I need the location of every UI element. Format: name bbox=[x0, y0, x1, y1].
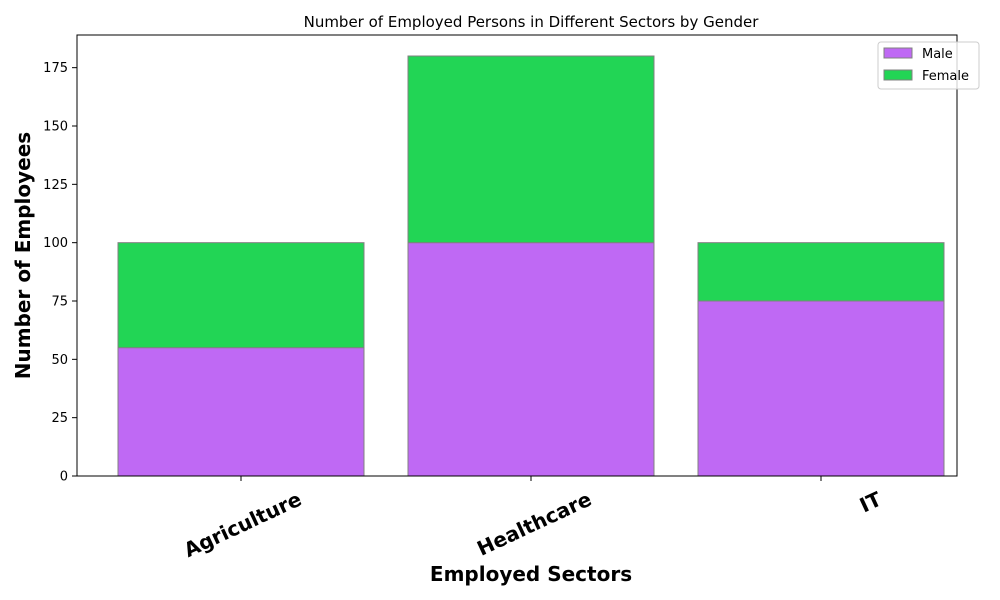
bar-male-agriculture bbox=[117, 347, 365, 477]
legend-label-male: Male bbox=[922, 47, 953, 62]
y-tick-label: 175 bbox=[43, 61, 68, 76]
bar-male-healthcare bbox=[407, 242, 655, 477]
bar-female-agriculture bbox=[117, 242, 365, 349]
y-tick-label: 0 bbox=[60, 470, 68, 485]
legend-label-female: Female bbox=[922, 69, 969, 84]
y-tick-label: 100 bbox=[43, 236, 68, 251]
bars-group bbox=[117, 55, 945, 477]
plot-frame bbox=[76, 34, 958, 477]
y-axis-ticks: 0 25 50 75 100 125 150 175 bbox=[43, 61, 77, 485]
bar-female-healthcare bbox=[407, 55, 655, 244]
bar-female-it bbox=[697, 242, 945, 302]
y-tick-label: 75 bbox=[51, 295, 68, 310]
y-tick-label: 125 bbox=[43, 178, 68, 193]
bar-male-it bbox=[697, 300, 945, 477]
legend: Male Female bbox=[877, 41, 980, 90]
x-tick-label: Healthcare bbox=[473, 487, 595, 561]
x-axis-label: Employed Sectors bbox=[430, 562, 632, 586]
legend-swatch-male bbox=[883, 47, 913, 59]
y-tick-label: 150 bbox=[43, 120, 68, 135]
chart-title: Number of Employed Persons in Different … bbox=[304, 13, 760, 31]
y-axis-label: Number of Employees bbox=[11, 132, 35, 379]
y-tick-label: 25 bbox=[51, 411, 68, 426]
legend-swatch-female bbox=[883, 69, 913, 81]
y-tick-label: 50 bbox=[51, 353, 68, 368]
x-axis-ticks: Agriculture Healthcare IT bbox=[180, 476, 885, 562]
x-tick-label: Agriculture bbox=[180, 487, 305, 562]
x-tick-label: IT bbox=[856, 487, 886, 518]
